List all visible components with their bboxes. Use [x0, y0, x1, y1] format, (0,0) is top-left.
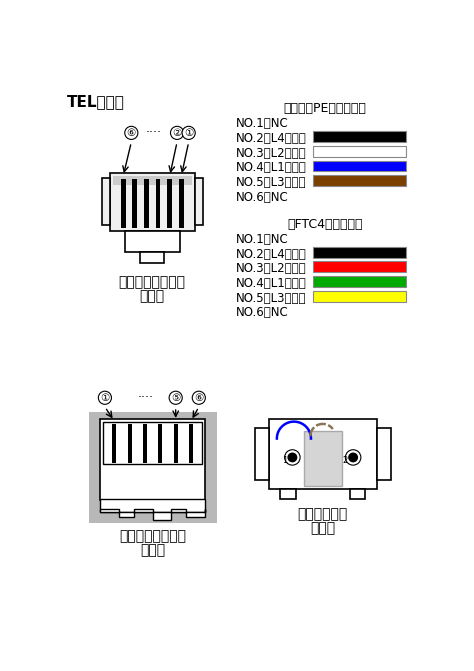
Bar	[144, 179, 149, 227]
Bar	[179, 179, 183, 227]
Text: ①: ①	[100, 393, 109, 403]
Bar	[313, 247, 406, 258]
Bar	[313, 262, 406, 272]
Text: NO.3：L2（白）: NO.3：L2（白）	[236, 147, 307, 160]
Bar	[280, 488, 296, 499]
Bar	[156, 179, 160, 227]
Text: （FTC4フラット）: （FTC4フラット）	[287, 217, 363, 231]
Bar	[350, 488, 365, 499]
Bar	[112, 424, 116, 463]
Bar	[377, 428, 391, 480]
Bar	[304, 431, 342, 486]
Text: 背面図: 背面図	[310, 521, 335, 535]
Bar	[102, 178, 109, 225]
Text: モジュラ配線: モジュラ配線	[298, 507, 348, 521]
Text: 2: 2	[343, 456, 348, 465]
Text: ケーブルコネクタ: ケーブルコネクタ	[119, 275, 186, 289]
Polygon shape	[100, 509, 205, 520]
Circle shape	[349, 453, 357, 462]
Bar	[128, 424, 131, 463]
Text: NO.4：L1（青）: NO.4：L1（青）	[236, 161, 307, 174]
Bar	[268, 419, 377, 488]
Text: NO.5：L3（黄）: NO.5：L3（黄）	[236, 291, 307, 305]
Text: NO.2：L4（黒）: NO.2：L4（黒）	[236, 132, 307, 145]
Bar	[100, 499, 205, 512]
Text: NO.1：NC: NO.1：NC	[236, 117, 289, 130]
Text: 正面図: 正面図	[140, 544, 165, 558]
Text: （カッドPEウチセン）: （カッドPEウチセン）	[283, 102, 366, 115]
Bar	[100, 419, 205, 500]
Bar	[158, 424, 162, 463]
Bar	[313, 291, 406, 301]
Bar	[313, 132, 406, 142]
Text: NO.1：NC: NO.1：NC	[236, 233, 289, 246]
Text: TEL配線図: TEL配線図	[67, 95, 125, 109]
Bar	[140, 252, 164, 263]
Bar	[143, 424, 147, 463]
Bar	[133, 179, 137, 227]
Text: ····: ····	[146, 126, 162, 140]
Bar	[313, 160, 406, 171]
Bar	[313, 276, 406, 287]
Bar	[125, 231, 180, 252]
Text: 正面図: 正面図	[140, 289, 165, 303]
Bar	[313, 175, 406, 186]
Text: NO.3：L2（赤）: NO.3：L2（赤）	[236, 262, 307, 275]
Text: ①: ①	[184, 128, 193, 138]
Text: ⑥: ⑥	[127, 128, 136, 138]
Bar	[103, 423, 202, 464]
Bar	[189, 424, 193, 463]
Text: NO.6：NC: NO.6：NC	[236, 191, 289, 203]
Text: ⑤: ⑤	[171, 393, 180, 403]
Text: モジュラジャック: モジュラジャック	[119, 529, 186, 544]
Text: NO.4：L1（緑）: NO.4：L1（緑）	[236, 277, 307, 290]
Text: ②: ②	[173, 128, 182, 138]
Bar	[313, 146, 406, 157]
Text: NO.6：NC: NO.6：NC	[236, 306, 289, 319]
Bar	[167, 179, 172, 227]
Text: 1: 1	[282, 456, 287, 465]
Bar	[255, 428, 268, 480]
Bar	[174, 424, 178, 463]
Bar	[109, 173, 195, 231]
Bar	[89, 411, 217, 523]
Bar	[113, 176, 192, 185]
Text: ····: ····	[138, 391, 154, 404]
Circle shape	[288, 453, 297, 462]
Text: NO.5：L3（茶）: NO.5：L3（茶）	[236, 176, 307, 189]
Text: ⑥: ⑥	[194, 393, 203, 403]
Bar	[195, 178, 202, 225]
Bar	[121, 179, 126, 227]
Text: NO.2：L4（黒）: NO.2：L4（黒）	[236, 248, 307, 260]
